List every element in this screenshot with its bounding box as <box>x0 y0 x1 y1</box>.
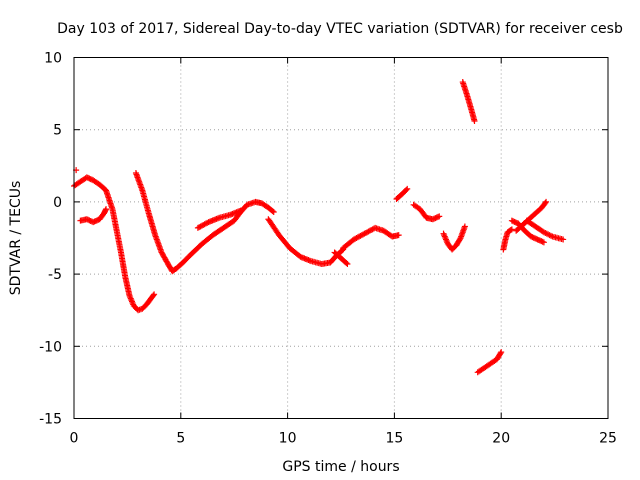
x-axis-label: GPS time / hours <box>282 459 399 475</box>
data-point <box>395 232 402 239</box>
data-point <box>542 200 549 207</box>
plot-frame <box>73 57 609 419</box>
data-point <box>498 349 505 356</box>
data-point <box>508 226 515 233</box>
data-point <box>540 239 547 246</box>
y-axis-label: SDTVAR / TECUs <box>8 181 24 296</box>
data-point <box>150 292 157 299</box>
y-tick-label: 5 <box>53 123 62 139</box>
data-point <box>436 213 443 220</box>
data-markers <box>71 79 567 376</box>
x-tick-label: 15 <box>385 431 403 447</box>
data-point <box>343 260 350 267</box>
data-point <box>471 118 478 125</box>
x-tick-label: 20 <box>492 431 510 447</box>
x-tick-label: 10 <box>279 431 297 447</box>
axis-ticks: 0 5 10 15 20 25 -15 -10 -5 0 5 10 <box>39 51 617 447</box>
data-point <box>497 350 504 357</box>
data-point <box>151 291 158 298</box>
data-point <box>403 186 410 193</box>
data-point <box>456 236 463 243</box>
data-point <box>461 223 468 230</box>
y-tick-label: -15 <box>39 412 62 428</box>
data-point <box>507 227 514 234</box>
x-tick-label: 5 <box>176 431 185 447</box>
y-tick-label: -5 <box>48 267 62 283</box>
data-point <box>543 198 550 205</box>
data-point <box>269 208 276 215</box>
data-point <box>404 185 411 192</box>
grid <box>74 57 608 419</box>
data-point <box>270 209 277 216</box>
y-tick-label: 10 <box>44 51 62 67</box>
data-point <box>204 219 211 226</box>
y-tick-label: -10 <box>39 339 62 355</box>
data-point <box>560 236 567 243</box>
data-point <box>237 207 244 214</box>
x-tick-label: 0 <box>70 431 79 447</box>
y-tick-label: 0 <box>53 195 62 211</box>
x-tick-label: 25 <box>599 431 617 447</box>
chart-title: Day 103 of 2017, Sidereal Day-to-day VTE… <box>57 21 623 37</box>
data-point <box>103 206 110 213</box>
data-point <box>344 260 351 267</box>
